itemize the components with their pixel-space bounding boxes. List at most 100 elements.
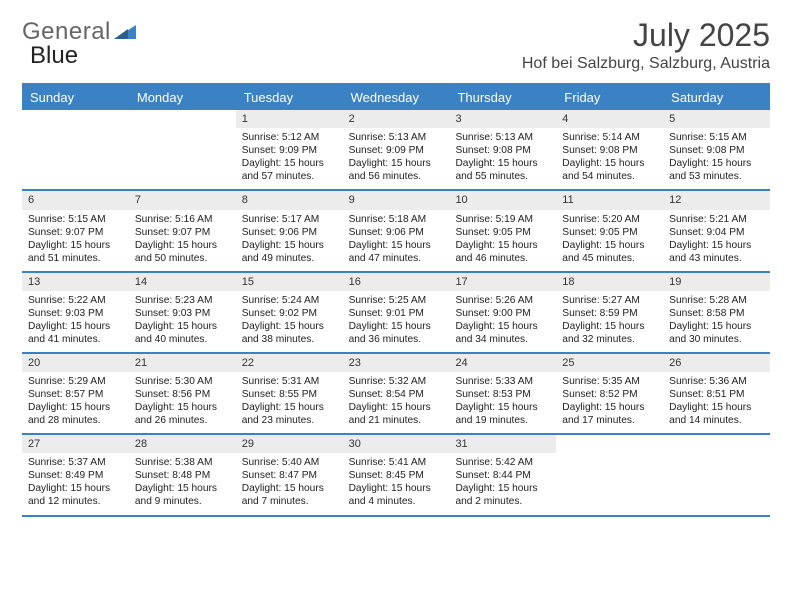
daylight-text: Daylight: 15 hours and 54 minutes. [562,157,657,183]
day-number: 5 [663,110,770,128]
day-number: 19 [663,273,770,291]
sunset-text: Sunset: 8:44 PM [455,469,550,482]
sunset-text: Sunset: 9:04 PM [669,226,764,239]
sunset-text: Sunset: 8:59 PM [562,307,657,320]
day-number: 3 [449,110,556,128]
calendar-day: 21Sunrise: 5:30 AMSunset: 8:56 PMDayligh… [129,354,236,433]
day-body: Sunrise: 5:28 AMSunset: 8:58 PMDaylight:… [663,291,770,352]
sunset-text: Sunset: 8:57 PM [28,388,123,401]
day-number: 10 [449,191,556,209]
day-number: 26 [663,354,770,372]
day-number: 31 [449,435,556,453]
calendar-day: 20Sunrise: 5:29 AMSunset: 8:57 PMDayligh… [22,354,129,433]
sunrise-text: Sunrise: 5:16 AM [135,213,230,226]
calendar-day: 8Sunrise: 5:17 AMSunset: 9:06 PMDaylight… [236,191,343,270]
day-body: Sunrise: 5:23 AMSunset: 9:03 PMDaylight:… [129,291,236,352]
daylight-text: Daylight: 15 hours and 47 minutes. [349,239,444,265]
day-number: 30 [343,435,450,453]
calendar-day: 14Sunrise: 5:23 AMSunset: 9:03 PMDayligh… [129,273,236,352]
sunrise-text: Sunrise: 5:25 AM [349,294,444,307]
logo-mark-icon [114,18,136,46]
day-number: 18 [556,273,663,291]
daylight-text: Daylight: 15 hours and 21 minutes. [349,401,444,427]
daylight-text: Daylight: 15 hours and 32 minutes. [562,320,657,346]
sunset-text: Sunset: 8:54 PM [349,388,444,401]
calendar-day: 15Sunrise: 5:24 AMSunset: 9:02 PMDayligh… [236,273,343,352]
calendar-day: 31Sunrise: 5:42 AMSunset: 8:44 PMDayligh… [449,435,556,514]
calendar-week: 6Sunrise: 5:15 AMSunset: 9:07 PMDaylight… [22,191,770,272]
day-body: Sunrise: 5:21 AMSunset: 9:04 PMDaylight:… [663,210,770,271]
header-thursday: Thursday [449,85,556,110]
sunset-text: Sunset: 9:02 PM [242,307,337,320]
sunrise-text: Sunrise: 5:32 AM [349,375,444,388]
header-saturday: Saturday [663,85,770,110]
daylight-text: Daylight: 15 hours and 9 minutes. [135,482,230,508]
day-number: 14 [129,273,236,291]
day-body: Sunrise: 5:15 AMSunset: 9:07 PMDaylight:… [22,210,129,271]
day-body: Sunrise: 5:24 AMSunset: 9:02 PMDaylight:… [236,291,343,352]
calendar-week: 27Sunrise: 5:37 AMSunset: 8:49 PMDayligh… [22,435,770,516]
sunrise-text: Sunrise: 5:35 AM [562,375,657,388]
sunset-text: Sunset: 8:52 PM [562,388,657,401]
calendar-day [556,435,663,514]
sunrise-text: Sunrise: 5:38 AM [135,456,230,469]
day-body: Sunrise: 5:37 AMSunset: 8:49 PMDaylight:… [22,453,129,514]
daylight-text: Daylight: 15 hours and 46 minutes. [455,239,550,265]
day-body: Sunrise: 5:14 AMSunset: 9:08 PMDaylight:… [556,128,663,189]
daylight-text: Daylight: 15 hours and 53 minutes. [669,157,764,183]
calendar-day: 24Sunrise: 5:33 AMSunset: 8:53 PMDayligh… [449,354,556,433]
daylight-text: Daylight: 15 hours and 30 minutes. [669,320,764,346]
sunrise-text: Sunrise: 5:36 AM [669,375,764,388]
calendar-day: 18 Sunrise: 5:27 AMSunset: 8:59 PMDayligh… [556,273,663,352]
daylight-text: Daylight: 15 hours and 14 minutes. [669,401,764,427]
header-sunday: Sunday [22,85,129,110]
sunset-text: Sunset: 8:45 PM [349,469,444,482]
day-body [663,453,770,512]
location-text: Hof bei Salzburg, Salzburg, Austria [522,55,770,73]
daylight-text: Daylight: 15 hours and 36 minutes. [349,320,444,346]
sunset-text: Sunset: 9:05 PM [455,226,550,239]
calendar-day: 28Sunrise: 5:38 AMSunset: 8:48 PMDayligh… [129,435,236,514]
sunrise-text: Sunrise: 5:15 AM [669,131,764,144]
sunrise-text: Sunrise: 5:22 AM [28,294,123,307]
day-body: Sunrise: 5:30 AMSunset: 8:56 PMDaylight:… [129,372,236,433]
day-number: 12 [663,191,770,209]
daylight-text: Daylight: 15 hours and 43 minutes. [669,239,764,265]
calendar-day: 11Sunrise: 5:20 AMSunset: 9:05 PMDayligh… [556,191,663,270]
day-number: 16 [343,273,450,291]
calendar-day [22,110,129,189]
calendar-day: 1Sunrise: 5:12 AMSunset: 9:09 PMDaylight… [236,110,343,189]
calendar-day: 19Sunrise: 5:28 AMSunset: 8:58 PMDayligh… [663,273,770,352]
sunrise-text: Sunrise: 5:23 AM [135,294,230,307]
day-body: Sunrise: 5:13 AMSunset: 9:09 PMDaylight:… [343,128,450,189]
daylight-text: Daylight: 15 hours and 12 minutes. [28,482,123,508]
day-number: 25 [556,354,663,372]
day-body: Sunrise: 5:15 AMSunset: 9:08 PMDaylight:… [663,128,770,189]
sunrise-text: Sunrise: 5:33 AM [455,375,550,388]
daylight-text: Daylight: 15 hours and 4 minutes. [349,482,444,508]
calendar-day: 4Sunrise: 5:14 AMSunset: 9:08 PMDaylight… [556,110,663,189]
sunset-text: Sunset: 9:09 PM [349,144,444,157]
calendar-day [129,110,236,189]
sunset-text: Sunset: 9:07 PM [135,226,230,239]
sunrise-text: Sunrise: 5:19 AM [455,213,550,226]
day-number: 9 [343,191,450,209]
sunrise-text: Sunrise: 5:15 AM [28,213,123,226]
daylight-text: Daylight: 15 hours and 40 minutes. [135,320,230,346]
day-number: 20 [22,354,129,372]
header-monday: Monday [129,85,236,110]
sunset-text: Sunset: 9:08 PM [562,144,657,157]
logo-text-2: Blue [30,42,78,70]
sunset-text: Sunset: 9:01 PM [349,307,444,320]
sunrise-text: Sunrise: 5:27 AM [562,294,657,307]
daylight-text: Daylight: 15 hours and 17 minutes. [562,401,657,427]
day-number: 2 [343,110,450,128]
daylight-text: Daylight: 15 hours and 50 minutes. [135,239,230,265]
daylight-text: Daylight: 15 hours and 56 minutes. [349,157,444,183]
day-body: Sunrise: 5:16 AMSunset: 9:07 PMDaylight:… [129,210,236,271]
day-number: 29 [236,435,343,453]
calendar-day: 5Sunrise: 5:15 AMSunset: 9:08 PMDaylight… [663,110,770,189]
month-title: July 2025 [522,18,770,53]
sunrise-text: Sunrise: 5:37 AM [28,456,123,469]
calendar-day: 16 Sunrise: 5:25 AMSunset: 9:01 PMDayligh… [343,273,450,352]
